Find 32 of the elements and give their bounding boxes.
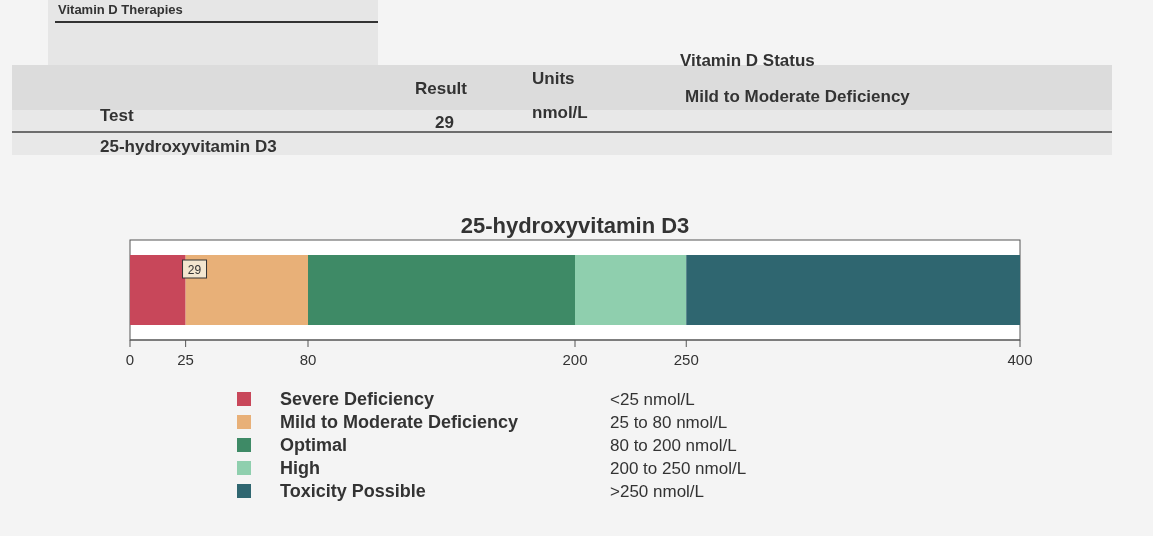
bar <box>575 255 687 325</box>
legend-label: Toxicity Possible <box>280 481 426 501</box>
bar <box>130 255 186 325</box>
x-tick-label: 0 <box>125 351 135 368</box>
bar <box>308 255 575 325</box>
x-tick-label: 250 <box>673 351 699 368</box>
x-tick-label: 400 <box>1007 351 1033 368</box>
text: 29 <box>435 113 454 132</box>
legend-label: Mild to Moderate Deficiency <box>280 412 519 432</box>
text: 200 to 250 nmol/L <box>610 459 747 478</box>
bar <box>185 255 308 325</box>
legend-label: Severe Deficiency <box>280 389 435 409</box>
legend-label: High <box>280 458 320 478</box>
text: nmol/L <box>532 103 588 122</box>
chart-title: 25-hydroxyvitamin D3 <box>460 213 690 238</box>
text: <25 nmol/L <box>610 390 695 409</box>
x-tick-label: 25 <box>177 351 194 368</box>
text: 25-hydroxyvitamin D3 <box>100 137 277 156</box>
text: Mild to Moderate Deficiency <box>685 87 911 106</box>
text: Vitamin D Therapies <box>58 2 183 17</box>
annotation: 29 <box>187 263 202 277</box>
x-tick-label: 80 <box>299 351 317 368</box>
text: Vitamin D Status <box>680 51 815 70</box>
text: Result <box>415 79 468 98</box>
bar <box>686 255 1020 325</box>
text: Test <box>100 106 135 125</box>
text: 25 to 80 nmol/L <box>610 413 728 432</box>
text: Units <box>532 69 575 88</box>
x-tick-label: 200 <box>562 351 588 368</box>
text: 80 to 200 nmol/L <box>610 436 737 455</box>
legend-label: Optimal <box>280 435 348 455</box>
text: >250 nmol/L <box>610 482 705 501</box>
